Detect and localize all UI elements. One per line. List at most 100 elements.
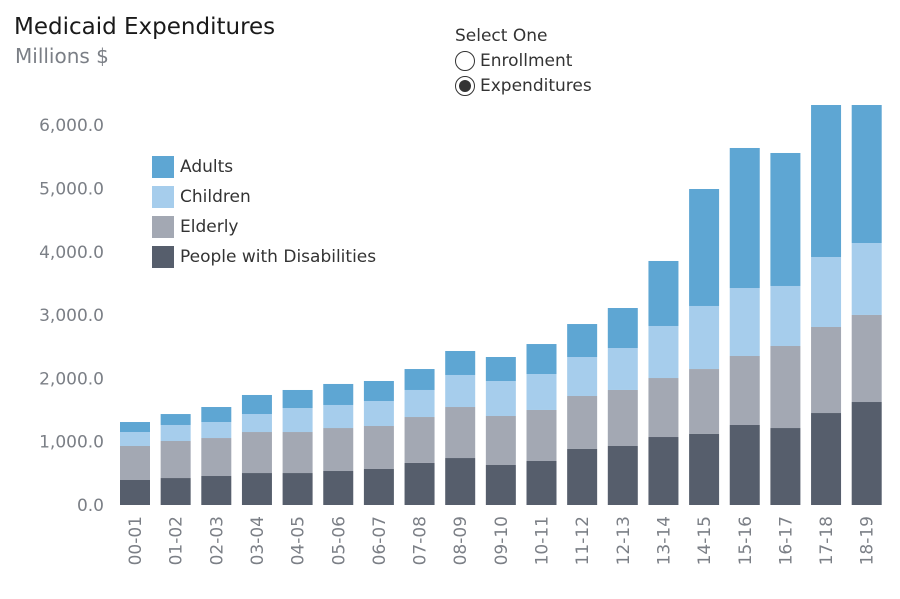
- legend-item: Children: [152, 182, 376, 212]
- bar-segment-adults[interactable]: [241, 394, 272, 415]
- bar-segment-elderly[interactable]: [526, 409, 557, 462]
- bar-segment-elderly[interactable]: [607, 389, 638, 447]
- chart-subtitle: Millions $: [15, 44, 109, 68]
- bar-segment-adults[interactable]: [648, 260, 679, 326]
- bar-segment-elderly[interactable]: [160, 441, 191, 479]
- bar-segment-people-with-disabilities[interactable]: [607, 446, 638, 505]
- bar-segment-adults[interactable]: [851, 105, 882, 244]
- bar-segment-children[interactable]: [282, 408, 313, 433]
- bar-segment-elderly[interactable]: [729, 355, 760, 425]
- bar-segment-elderly[interactable]: [648, 378, 679, 438]
- bar-segment-people-with-disabilities[interactable]: [770, 428, 801, 505]
- bar-segment-children[interactable]: [445, 374, 476, 408]
- bar-segment-children[interactable]: [160, 424, 191, 442]
- bar-segment-adults[interactable]: [811, 105, 842, 257]
- radio-selected-dot: [459, 79, 471, 92]
- bar-segment-children[interactable]: [811, 256, 842, 328]
- bar-segment-elderly[interactable]: [363, 426, 394, 469]
- x-tick-label: 02-03: [207, 516, 227, 565]
- bar-segment-adults[interactable]: [363, 380, 394, 401]
- bar-segment-children[interactable]: [241, 414, 272, 433]
- bar-segment-people-with-disabilities[interactable]: [282, 473, 313, 505]
- bar-segment-adults[interactable]: [445, 350, 476, 375]
- y-tick-label: 4,000.0: [39, 243, 104, 263]
- bar-segment-adults[interactable]: [282, 389, 313, 409]
- bar-segment-children[interactable]: [120, 432, 150, 447]
- enrollment-label: Enrollment: [480, 50, 573, 71]
- bar-segment-elderly[interactable]: [201, 438, 232, 477]
- legend-label: People with Disabilities: [180, 247, 377, 267]
- expenditures-radio[interactable]: [455, 75, 475, 96]
- bar-segment-elderly[interactable]: [404, 417, 435, 463]
- bar-segment-elderly[interactable]: [323, 428, 354, 472]
- bar-segment-adults[interactable]: [526, 344, 557, 375]
- bar-segment-adults[interactable]: [120, 422, 150, 433]
- x-tick-label: 16-17: [776, 516, 796, 565]
- bar-segment-adults[interactable]: [689, 189, 720, 306]
- bar-segment-children[interactable]: [323, 404, 354, 429]
- x-tick-label: 17-18: [817, 516, 837, 565]
- bar-segment-children[interactable]: [770, 285, 801, 346]
- legend-swatch: [152, 156, 174, 178]
- x-tick-label: 00-01: [126, 516, 146, 565]
- x-tick-label: 03-04: [248, 516, 268, 565]
- bar-segment-people-with-disabilities[interactable]: [689, 433, 720, 505]
- option-expenditures[interactable]: Expenditures: [455, 73, 592, 98]
- bar-segment-adults[interactable]: [567, 324, 598, 358]
- bar-segment-people-with-disabilities[interactable]: [120, 479, 150, 505]
- bar-segment-children[interactable]: [363, 400, 394, 427]
- bar-segment-people-with-disabilities[interactable]: [485, 464, 516, 505]
- bar-segment-elderly[interactable]: [445, 407, 476, 459]
- bar-segment-children[interactable]: [729, 288, 760, 356]
- bar-segment-people-with-disabilities[interactable]: [648, 437, 679, 505]
- legend-item: Adults: [152, 152, 376, 182]
- bar-segment-people-with-disabilities[interactable]: [201, 476, 232, 505]
- bar-segment-adults[interactable]: [770, 152, 801, 286]
- bar-segment-people-with-disabilities[interactable]: [567, 448, 598, 505]
- bar-segment-children[interactable]: [404, 389, 435, 418]
- bar-segment-adults[interactable]: [201, 407, 232, 423]
- bar-segment-children[interactable]: [485, 380, 516, 417]
- bar-segment-elderly[interactable]: [120, 446, 150, 480]
- bar-segment-elderly[interactable]: [770, 345, 801, 429]
- bar-segment-children[interactable]: [851, 243, 882, 315]
- bar-segment-people-with-disabilities[interactable]: [404, 462, 435, 505]
- bar-segment-people-with-disabilities[interactable]: [445, 458, 476, 505]
- bar-segment-elderly[interactable]: [567, 395, 598, 449]
- bar-segment-adults[interactable]: [485, 357, 516, 381]
- bar-segment-elderly[interactable]: [485, 416, 516, 465]
- bar-segment-elderly[interactable]: [811, 327, 842, 414]
- x-tick-label: 07-08: [411, 516, 431, 565]
- legend-swatch: [152, 186, 174, 208]
- enrollment-radio[interactable]: [455, 50, 475, 71]
- bar-segment-people-with-disabilities[interactable]: [160, 478, 191, 505]
- legend-item: People with Disabilities: [152, 242, 376, 272]
- bar-segment-children[interactable]: [567, 357, 598, 396]
- bar-segment-adults[interactable]: [404, 369, 435, 390]
- x-tick-label: 11-12: [573, 516, 593, 565]
- bar-segment-children[interactable]: [526, 374, 557, 410]
- bar-segment-elderly[interactable]: [241, 432, 272, 474]
- bar-segment-adults[interactable]: [729, 147, 760, 289]
- bar-segment-adults[interactable]: [160, 414, 191, 425]
- bar-segment-people-with-disabilities[interactable]: [851, 402, 882, 505]
- bar-segment-adults[interactable]: [323, 383, 354, 405]
- bar-segment-children[interactable]: [607, 348, 638, 390]
- x-tick-label: 09-10: [492, 516, 512, 565]
- bar-segment-elderly[interactable]: [851, 314, 882, 403]
- bar-segment-people-with-disabilities[interactable]: [241, 473, 272, 505]
- selector-label: Select One: [455, 26, 548, 46]
- bar-segment-people-with-disabilities[interactable]: [323, 471, 354, 505]
- bar-segment-elderly[interactable]: [689, 369, 720, 434]
- bar-segment-people-with-disabilities[interactable]: [526, 461, 557, 505]
- bar-segment-adults[interactable]: [607, 308, 638, 349]
- option-enrollment[interactable]: Enrollment: [455, 48, 592, 73]
- x-tick-label: 12-13: [614, 516, 634, 565]
- bar-segment-children[interactable]: [648, 325, 679, 379]
- bar-segment-people-with-disabilities[interactable]: [811, 413, 842, 505]
- bar-segment-people-with-disabilities[interactable]: [729, 424, 760, 505]
- bar-segment-children[interactable]: [201, 422, 232, 439]
- bar-segment-people-with-disabilities[interactable]: [363, 468, 394, 505]
- bar-segment-children[interactable]: [689, 305, 720, 370]
- bar-segment-elderly[interactable]: [282, 432, 313, 474]
